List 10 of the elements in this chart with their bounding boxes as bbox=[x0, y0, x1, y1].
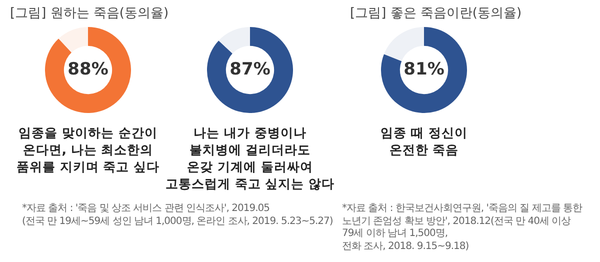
text: *자료 출처 : '죽음 및 상조 서비스 관련 인식조사', 2019.05 (전국 만 19세~59세 성인 남녀 1,000명, 온라인 조사, 2019. 5.23~5.27) bbox=[22, 203, 334, 228]
text: 임종을 맞이하는 순간이 온다면, 나는 최소한의 품위를 지키며 죽고 싶다 bbox=[15, 124, 161, 175]
text: 임종 때 정신이 온전한 죽음 bbox=[380, 124, 468, 158]
data-label: 87% bbox=[230, 59, 270, 80]
chart-title: [그림] 좋은 죽음이란(동의율) bbox=[350, 5, 522, 22]
text: *자료 출처 : 한국보건사회연구원, '죽음의 질 제고를 통한 노년기 존엄성 확보 방안', 2018.12(전국 만 40세 이상 79세 이하 남녀 1,500명, 전화 조사, 2018. 9.15~9.18) bbox=[342, 203, 584, 253]
text: 나는 내가 중병이나 불치병에 걸리더라도 온갖 기계에 둘러싸여 고통스럽게 죽고 싶지는 않다 bbox=[164, 124, 336, 192]
chart-title: [그림] 원하는 죽음(동의율) bbox=[10, 5, 169, 22]
data-label: 88% bbox=[68, 59, 108, 80]
data-label: 81% bbox=[404, 59, 444, 80]
